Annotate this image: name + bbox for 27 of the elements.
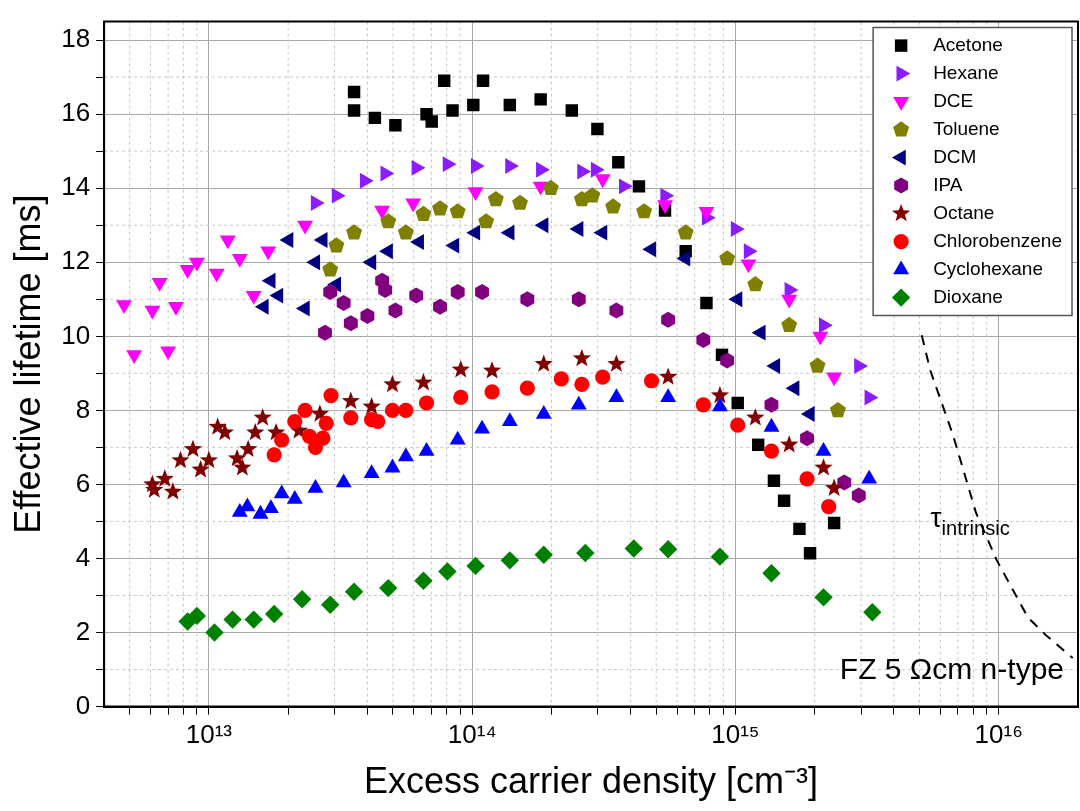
y-tick-label: 8 (75, 393, 91, 424)
annotation: FZ 5 Ωcm n-type (839, 651, 1064, 685)
y-tick-label: 14 (61, 171, 91, 202)
y-tick-label: 6 (75, 467, 91, 498)
y-tick-label: 18 (61, 23, 91, 54)
legend-label: Dioxane (933, 285, 1003, 307)
y-axis-title: Effective lifetime [ms] (6, 194, 48, 534)
y-tick-label: 16 (61, 97, 91, 128)
legend-label: Hexane (933, 61, 999, 83)
y-tick-label: 12 (61, 245, 91, 276)
x-tick-label: 10¹⁴ (447, 719, 497, 750)
legend-label: DCM (933, 145, 977, 167)
x-tick-label: 10¹⁶ (974, 719, 1023, 750)
y-tick-label: 4 (75, 541, 91, 572)
y-tick-label: 10 (61, 319, 91, 350)
x-tick-label: 10¹³ (185, 719, 233, 750)
legend-label: Octane (933, 201, 995, 223)
legend-label: Cyclohexane (933, 257, 1043, 279)
legend-label: Acetone (933, 33, 1003, 55)
legend-label: Toluene (933, 117, 1000, 139)
x-axis-title: Excess carrier density [cm⁻³] (364, 760, 819, 802)
legend-label: IPA (933, 173, 963, 195)
y-tick-label: 0 (75, 689, 91, 720)
legend-label: Chlorobenzene (933, 229, 1062, 251)
y-tick-label: 2 (75, 615, 91, 646)
legend-label: DCE (933, 89, 974, 111)
x-tick-label: 10¹⁵ (711, 719, 760, 750)
